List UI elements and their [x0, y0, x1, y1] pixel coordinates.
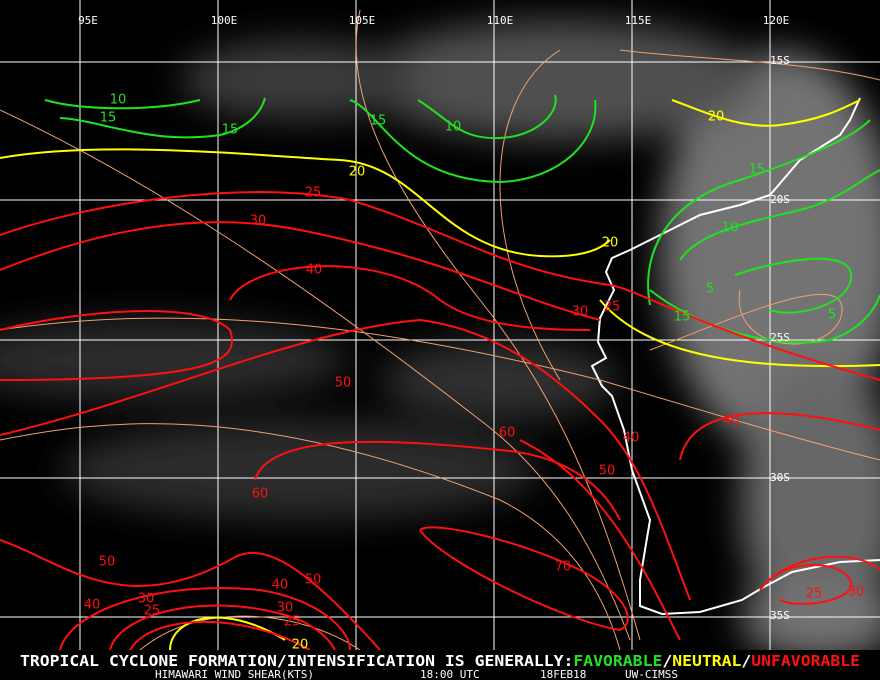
- contour-label: 25: [604, 300, 621, 315]
- contour-label: 50: [99, 555, 116, 570]
- contour-label: 5: [706, 282, 714, 297]
- graticule: [0, 0, 880, 650]
- coastline: [590, 97, 880, 616]
- separator: /: [662, 652, 672, 670]
- contour-label: 15: [100, 111, 117, 126]
- contour-label: 30: [848, 585, 865, 600]
- contour-label: 60: [499, 426, 516, 441]
- contour-label: 40: [84, 598, 101, 613]
- contour-label: 60: [252, 487, 269, 502]
- contour-label: 70: [555, 560, 572, 575]
- favorable-contours: [44, 94, 880, 344]
- contour-label: 40: [623, 431, 640, 446]
- contour-label: 40: [272, 578, 289, 593]
- contour-label: 30: [277, 601, 294, 616]
- separator: /: [741, 652, 751, 670]
- favorable: FAVORABLE: [573, 652, 662, 670]
- unfavorable: UNFAVORABLE: [751, 652, 860, 670]
- latitude-label: 20S: [770, 193, 790, 206]
- contour-label: 40: [723, 414, 740, 429]
- contour-label: 15: [674, 310, 691, 325]
- contour-label: 15: [749, 163, 766, 178]
- contour-label: 10: [722, 221, 739, 236]
- labels: 95E 100E 105E 110E 115E 120E 15S 20S 25S 30S 35S 10…: [78, 14, 864, 653]
- contour-label: 30: [572, 305, 589, 320]
- contour-label: 50: [305, 573, 322, 588]
- latitude-label: 35S: [770, 609, 790, 622]
- contour-label: 25: [284, 615, 301, 630]
- latitude-label: 15S: [770, 54, 790, 67]
- unfavorable-contours: [0, 191, 880, 651]
- contour-label: 30: [138, 592, 155, 607]
- contour-label: 20: [602, 236, 619, 251]
- longitude-label: 105E: [349, 14, 376, 27]
- contour-label: 25: [144, 604, 161, 619]
- contour-label: 20: [349, 165, 366, 180]
- contour-label: 25: [305, 186, 322, 201]
- contour-label: 20: [708, 110, 725, 125]
- contour-label: 40: [306, 263, 323, 278]
- time: 18:00 UTC: [420, 668, 480, 680]
- latitude-label: 25S: [770, 331, 790, 344]
- neutral: NEUTRAL: [672, 652, 741, 670]
- footer: TROPICAL CYCLONE FORMATION/INTENSIFICATI…: [20, 652, 860, 670]
- date: 18FEB18: [540, 668, 586, 680]
- footer-band: [0, 650, 880, 680]
- contour-label: 15: [222, 123, 239, 138]
- contour-label: 30: [250, 214, 267, 229]
- contour-label: 20: [292, 638, 309, 653]
- source: UW-CIMSS: [625, 668, 678, 680]
- contour-label: 15: [370, 114, 387, 129]
- latitude-label: 30S: [770, 471, 790, 484]
- contour-label: 10: [445, 120, 462, 135]
- contour-label: 10: [110, 93, 127, 108]
- longitude-label: 95E: [78, 14, 98, 27]
- longitude-label: 120E: [763, 14, 790, 27]
- longitude-label: 115E: [625, 14, 652, 27]
- longitude-label: 100E: [211, 14, 238, 27]
- contour-label: 50: [599, 464, 616, 479]
- longitude-label: 110E: [487, 14, 514, 27]
- product: HIMAWARI WIND SHEAR(KTS): [155, 668, 314, 680]
- streamlines: [0, 9, 880, 651]
- contour-label: 50: [335, 376, 352, 391]
- contour-label: 5: [828, 308, 836, 323]
- footer-lead: TROPICAL CYCLONE FORMATION/INTENSIFICATI…: [20, 652, 573, 670]
- contour-label: 25: [806, 587, 823, 602]
